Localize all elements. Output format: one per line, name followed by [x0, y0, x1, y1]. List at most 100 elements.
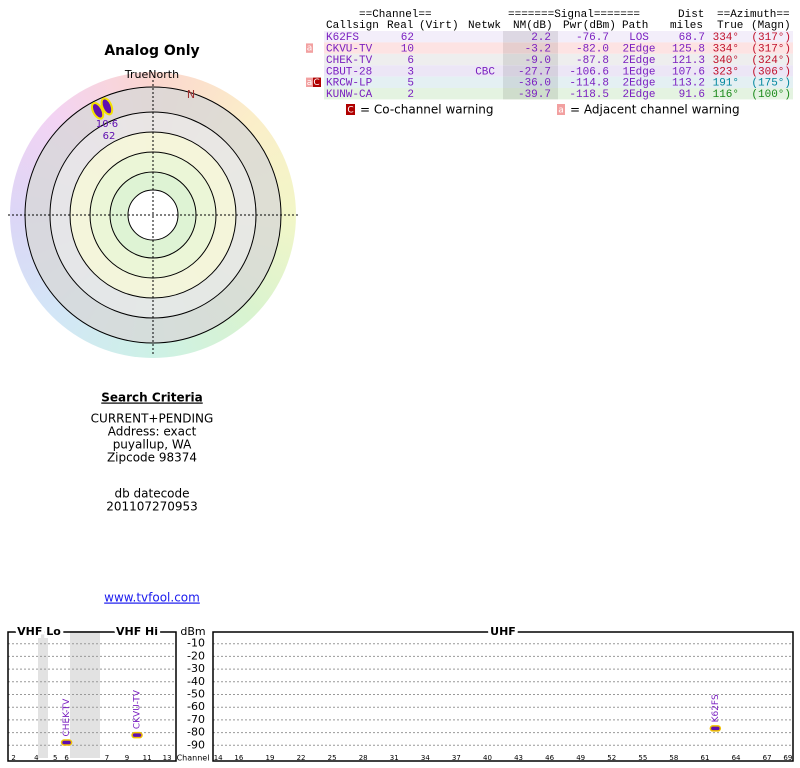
warning-flag	[306, 43, 313, 53]
station-label: K62FS	[711, 694, 721, 722]
column-header: NM(dB)	[513, 20, 553, 32]
x-tick-label: 5	[53, 754, 57, 762]
station-marker	[100, 97, 114, 116]
cell-true: 334°	[713, 44, 739, 56]
station-label: 62	[103, 131, 116, 142]
x-tick-label: 11	[143, 754, 152, 762]
cell-magn: (175°)	[751, 78, 791, 90]
y-tick-label: -30	[187, 662, 205, 675]
cell-magn: (324°)	[751, 55, 791, 67]
cell-true: 191°	[713, 78, 739, 90]
x-tick-label: 61	[701, 754, 710, 762]
station-marker	[90, 102, 105, 120]
cell-real: 3	[407, 66, 414, 78]
table-row	[324, 88, 793, 100]
y-tick-label: -70	[187, 713, 205, 726]
cell-real: 2	[407, 89, 414, 101]
cell-nm: -9.0	[525, 55, 551, 67]
table-row	[324, 76, 793, 88]
station-label: CHEK-TV	[62, 698, 72, 737]
column-header: True	[717, 20, 743, 32]
x-axis-label: Channel	[177, 754, 210, 763]
column-header: Path	[622, 20, 648, 32]
y-axis-label: dBm	[180, 625, 205, 638]
search-line: Zipcode 98374	[107, 451, 197, 465]
x-tick-label: 9	[125, 754, 129, 762]
cell-dist: 91.6	[679, 89, 705, 101]
cell-path: 2Edge	[622, 55, 655, 67]
signal-shade	[503, 65, 558, 77]
cell-real: 5	[407, 78, 414, 90]
cell-nm: -36.0	[518, 78, 551, 90]
search-title: Search Criteria	[101, 391, 202, 405]
north-label: TrueNorth	[124, 68, 179, 81]
cell-callsign: KUNW-CA	[326, 89, 373, 101]
cell-pwr: -106.6	[569, 66, 609, 78]
signal-shade	[503, 42, 558, 54]
x-tick-label: 55	[638, 754, 647, 762]
cell-magn: (317°)	[751, 44, 791, 56]
cell-callsign: CHEK-TV	[326, 55, 373, 67]
group-header: =======Signal=======	[508, 9, 640, 21]
cell-path: 1Edge	[622, 66, 655, 78]
cell-nm: -3.2	[525, 44, 551, 56]
cell-nm: -27.7	[518, 66, 551, 78]
x-tick-label: 31	[390, 754, 399, 762]
search-line: puyallup, WA	[113, 438, 192, 452]
x-tick-label: 34	[421, 754, 430, 762]
x-tick-label: 58	[669, 754, 678, 762]
legend-text: = Co-channel warning	[360, 103, 494, 117]
search-line: 201107270953	[106, 500, 198, 514]
signal-shade	[503, 53, 558, 66]
site-link[interactable]: www.tvfool.com	[104, 591, 200, 605]
band-label: UHF	[490, 625, 516, 638]
column-header: miles	[670, 20, 703, 32]
cell-dist: 113.2	[672, 78, 705, 90]
y-tick-label: -90	[187, 738, 205, 751]
cell-callsign: KRCW-LP	[326, 78, 373, 90]
warning-flag	[313, 77, 321, 87]
x-tick-label: 14	[214, 754, 223, 762]
group-header: ==Azimuth==	[717, 9, 790, 21]
x-tick-label: 7	[105, 754, 109, 762]
y-tick-label: -20	[187, 649, 205, 662]
legend-text: = Adjacent channel warning	[570, 103, 740, 117]
cell-pwr: -118.5	[569, 89, 609, 101]
cell-pwr: -114.8	[569, 78, 609, 90]
x-tick-label: 46	[545, 754, 554, 762]
x-tick-label: 28	[359, 754, 368, 762]
x-tick-label: 49	[576, 754, 585, 762]
cell-true: 340°	[713, 55, 739, 67]
x-tick-label: 64	[732, 754, 741, 762]
cell-real: 6	[407, 55, 414, 67]
cell-callsign: CKVU-TV	[326, 44, 373, 56]
x-tick-label: 69	[783, 754, 792, 762]
column-header: (Magn)	[751, 20, 791, 32]
cell-path: 2Edge	[622, 78, 655, 90]
x-tick-label: 13	[163, 754, 172, 762]
signal-shade	[503, 88, 558, 100]
band-frame	[7, 631, 177, 762]
x-tick-label: 67	[763, 754, 772, 762]
y-tick-label: -40	[187, 675, 205, 688]
x-tick-label: 4	[34, 754, 39, 762]
x-tick-label: 16	[234, 754, 243, 762]
x-tick-label: 22	[297, 754, 306, 762]
signal-shade	[503, 76, 558, 88]
band-frame	[212, 631, 794, 762]
search-line: db datecode	[114, 487, 189, 501]
group-header: Dist	[678, 9, 704, 21]
column-header: Pwr(dBm)	[563, 20, 616, 32]
cell-real: 62	[401, 32, 414, 44]
table-row	[324, 53, 793, 66]
warning-flag-text: C	[313, 78, 319, 88]
station-label: CKVU-TV	[133, 689, 143, 729]
cell-callsign: CBUT-28	[326, 66, 372, 78]
cell-true: 323°	[713, 66, 739, 78]
station-level	[60, 739, 73, 746]
legend-flag	[346, 104, 355, 115]
y-tick-label: -60	[187, 700, 205, 713]
cell-dist: 107.6	[672, 66, 705, 78]
